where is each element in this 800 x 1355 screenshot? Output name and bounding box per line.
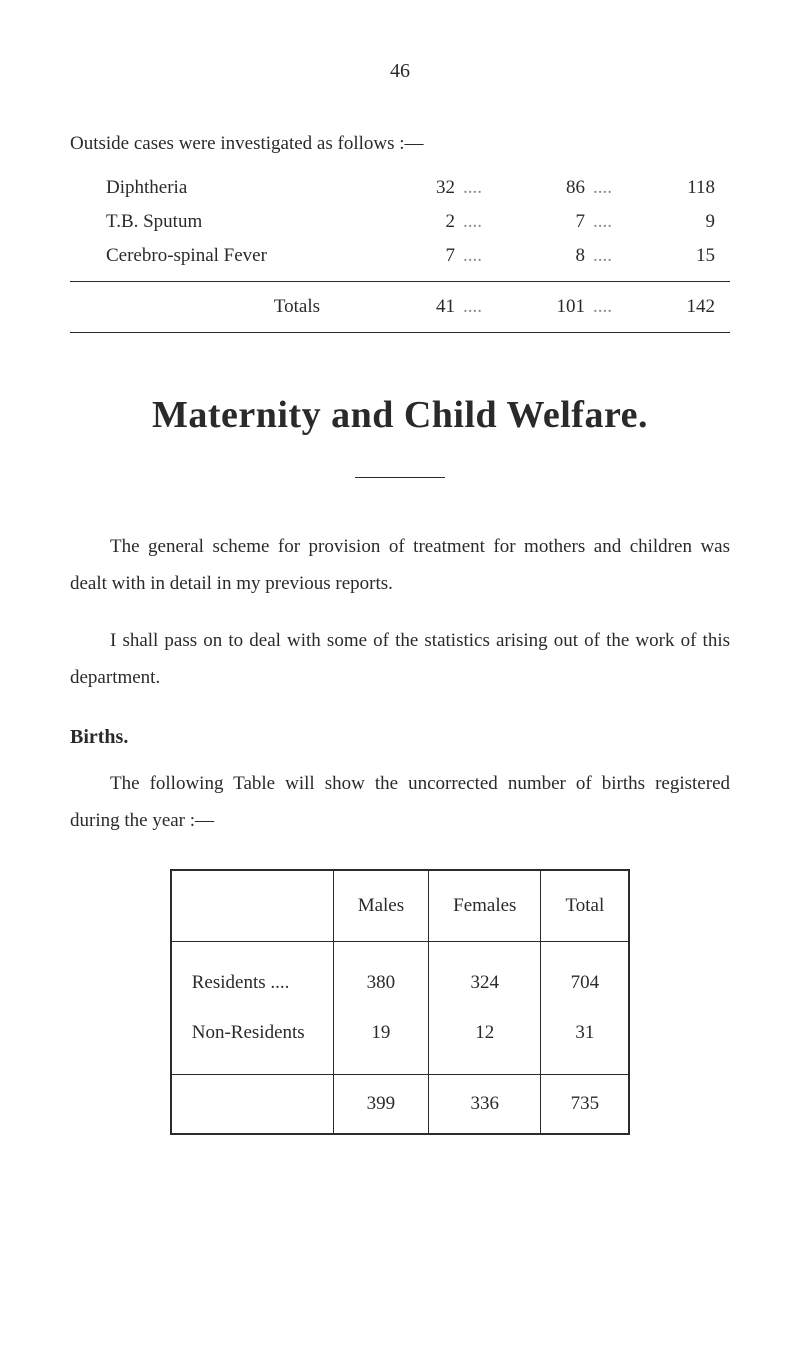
table-header-row: Males Females Total — [171, 870, 629, 942]
row-label: Non-Residents — [171, 1008, 333, 1075]
dots: .... — [455, 177, 490, 199]
row-label: T.B. Sputum — [70, 211, 360, 233]
dots: .... — [585, 177, 620, 199]
dots: .... — [585, 245, 620, 267]
cell: 15 — [620, 245, 715, 267]
table-row: Residents .... 380 324 704 — [171, 942, 629, 1009]
cell: 2 — [360, 211, 455, 233]
paragraph: I shall pass on to deal with some of the… — [70, 622, 730, 696]
cell: 399 — [333, 1075, 428, 1135]
dots: .... — [455, 296, 490, 318]
table-row: Non-Residents 19 12 31 — [171, 1008, 629, 1075]
totals-row: 399 336 735 — [171, 1075, 629, 1135]
main-heading: Maternity and Child Welfare. — [70, 393, 730, 437]
header-cell: Males — [333, 870, 428, 942]
outside-cases-table: Diphtheria 32 .... 86 .... 118 T.B. Sput… — [70, 171, 730, 333]
page-number: 46 — [70, 60, 730, 83]
table-row: Diphtheria 32 .... 86 .... 118 — [70, 171, 730, 205]
intro-text: Outside cases were investigated as follo… — [70, 133, 730, 155]
cell: 86 — [490, 177, 585, 199]
births-table: Males Females Total Residents .... 380 3… — [170, 869, 630, 1135]
cell: 336 — [429, 1075, 541, 1135]
cell: 19 — [333, 1008, 428, 1075]
dots: .... — [585, 296, 620, 318]
cell: 41 — [360, 296, 455, 318]
cell: 101 — [490, 296, 585, 318]
dots: .... — [455, 245, 490, 267]
heading-separator — [355, 477, 445, 478]
totals-label: Totals — [70, 296, 360, 318]
dots: .... — [455, 211, 490, 233]
births-table-wrap: Males Females Total Residents .... 380 3… — [70, 869, 730, 1135]
cell: 380 — [333, 942, 428, 1009]
row-label: Cerebro-spinal Fever — [70, 245, 360, 267]
cell: 118 — [620, 177, 715, 199]
cell: 142 — [620, 296, 715, 318]
totals-row: Totals 41 .... 101 .... 142 — [70, 281, 730, 333]
cell: 7 — [360, 245, 455, 267]
header-cell — [171, 870, 333, 942]
cell: 8 — [490, 245, 585, 267]
row-label: Diphtheria — [70, 177, 360, 199]
row-label: Residents .... — [171, 942, 333, 1009]
header-cell: Total — [541, 870, 629, 942]
cell: 7 — [490, 211, 585, 233]
births-heading: Births. — [70, 726, 730, 749]
cell: 704 — [541, 942, 629, 1009]
paragraph: The following Table will show the uncorr… — [70, 765, 730, 839]
header-cell: Females — [429, 870, 541, 942]
cell: 735 — [541, 1075, 629, 1135]
table-row: Cerebro-spinal Fever 7 .... 8 .... 15 — [70, 239, 730, 273]
row-label — [171, 1075, 333, 1135]
dots: .... — [585, 211, 620, 233]
paragraph: The general scheme for provision of trea… — [70, 528, 730, 602]
cell: 324 — [429, 942, 541, 1009]
cell: 32 — [360, 177, 455, 199]
cell: 31 — [541, 1008, 629, 1075]
cell: 12 — [429, 1008, 541, 1075]
cell: 9 — [620, 211, 715, 233]
table-row: T.B. Sputum 2 .... 7 .... 9 — [70, 205, 730, 239]
